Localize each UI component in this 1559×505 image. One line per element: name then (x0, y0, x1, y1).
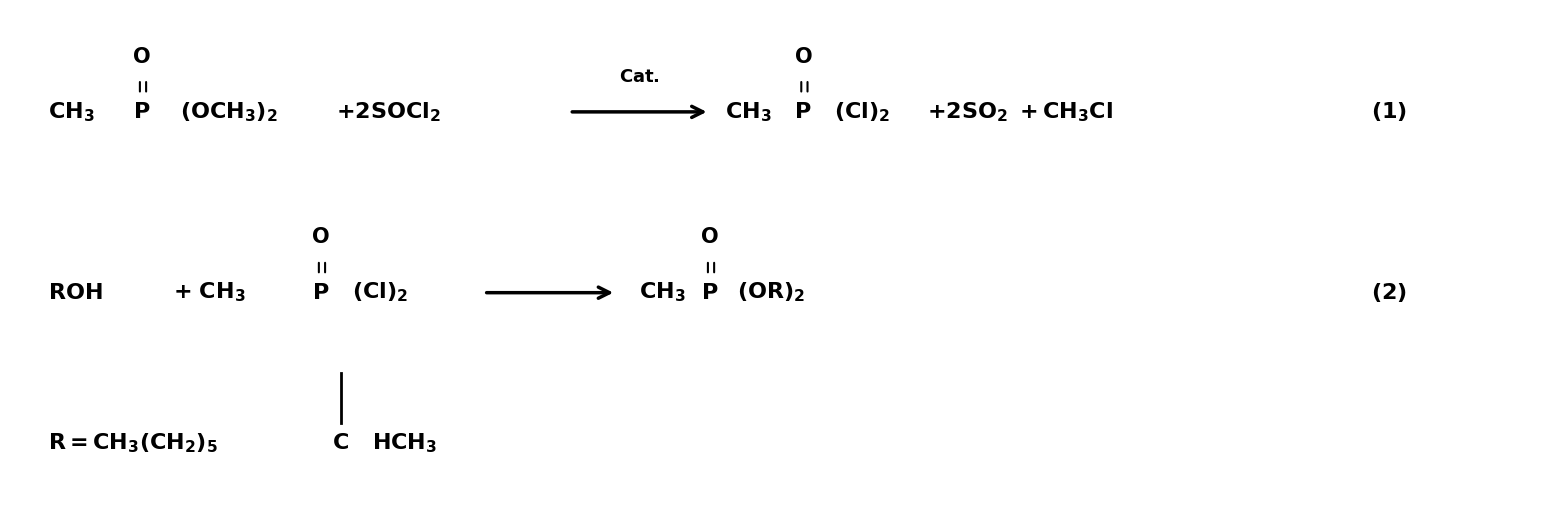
Text: $\mathbf{+2SO_2\ +CH_3Cl}$: $\mathbf{+2SO_2\ +CH_3Cl}$ (928, 100, 1113, 124)
Text: $\mathbf{(2)}$: $\mathbf{(2)}$ (1370, 281, 1406, 304)
Text: $\mathbf{CH_3}$: $\mathbf{CH_3}$ (725, 100, 772, 124)
Text: $\mathbf{O}$: $\mathbf{O}$ (312, 227, 329, 247)
Text: $\mathbf{Cat.}$: $\mathbf{Cat.}$ (619, 68, 659, 86)
Text: $\mathbf{P}$: $\mathbf{P}$ (702, 282, 719, 304)
Text: $\mathbf{+2SOCl_2}$: $\mathbf{+2SOCl_2}$ (337, 100, 441, 124)
Text: $\mathbf{CH_3}$: $\mathbf{CH_3}$ (639, 281, 686, 305)
Text: $\mathbf{(Cl)_2}$: $\mathbf{(Cl)_2}$ (834, 100, 890, 124)
Text: $\mathbf{(OR)_2}$: $\mathbf{(OR)_2}$ (737, 281, 806, 305)
Text: $\mathbf{C}$: $\mathbf{C}$ (332, 432, 349, 454)
Text: $\mathbf{O}$: $\mathbf{O}$ (133, 46, 151, 67)
Text: $\mathbf{R = CH_3(CH_2)_5}$: $\mathbf{R = CH_3(CH_2)_5}$ (48, 432, 218, 455)
Text: $\mathbf{O}$: $\mathbf{O}$ (700, 227, 719, 247)
Text: $\mathbf{O}$: $\mathbf{O}$ (794, 46, 812, 67)
Text: $\mathbf{ROH}$: $\mathbf{ROH}$ (48, 282, 103, 304)
Text: $\mathbf{P}$: $\mathbf{P}$ (794, 101, 812, 123)
Text: $\mathbf{+\ CH_3}$: $\mathbf{+\ CH_3}$ (173, 281, 245, 305)
Text: $\mathbf{(Cl)_2}$: $\mathbf{(Cl)_2}$ (351, 281, 407, 305)
Text: $\mathbf{P}$: $\mathbf{P}$ (312, 282, 329, 304)
Text: $\mathbf{P}$: $\mathbf{P}$ (133, 101, 150, 123)
Text: $\mathbf{CH_3}$: $\mathbf{CH_3}$ (48, 100, 95, 124)
Text: $\mathbf{(1)}$: $\mathbf{(1)}$ (1370, 100, 1406, 123)
Text: $\mathbf{HCH_3}$: $\mathbf{HCH_3}$ (371, 432, 437, 455)
Text: $\mathbf{(OCH_3)_2}$: $\mathbf{(OCH_3)_2}$ (181, 100, 278, 124)
